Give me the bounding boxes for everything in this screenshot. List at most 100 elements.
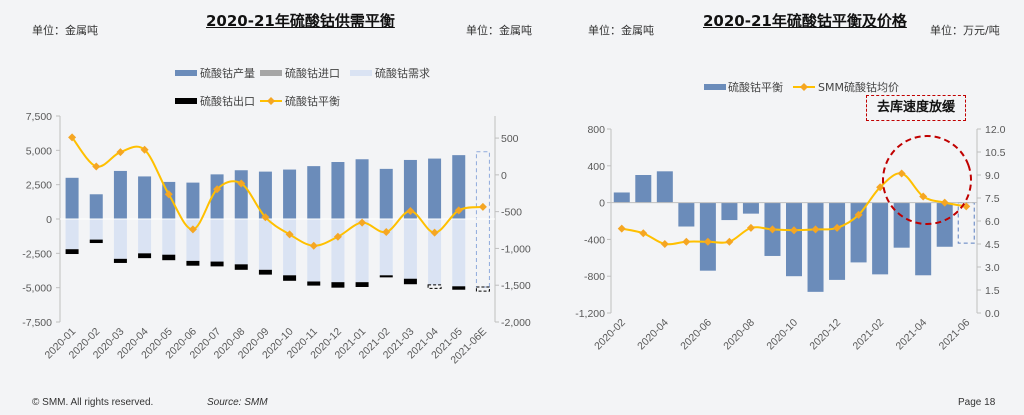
price-marker: [746, 223, 755, 232]
right-x-tick-label: 2020-06: [678, 317, 714, 353]
production-bar: [452, 155, 466, 219]
demand-bar: [89, 219, 103, 240]
left-y2-tick-label: -2,000: [501, 317, 531, 329]
left-unit-label: 单位：金属吨: [32, 24, 98, 37]
production-bar: [89, 194, 103, 219]
left-y2-tick-label: 0: [501, 170, 507, 182]
right-x-tick-label: 2020-08: [721, 317, 757, 353]
right-y-tick-label: -1,200: [575, 308, 605, 320]
export-bar: [427, 284, 442, 289]
export-bar: [210, 261, 224, 267]
price-marker: [660, 240, 669, 248]
right-y2-tick-label: 7.5: [985, 193, 1000, 205]
production-bar: [186, 182, 200, 219]
balance-line: [71, 136, 484, 247]
legend-marker: [800, 83, 808, 91]
export-bar: [89, 239, 103, 244]
export-bar: [331, 282, 345, 288]
production-bar: [355, 159, 369, 219]
page-number: Page 18: [958, 397, 996, 408]
legend-label: SMM硫酸钴均价: [818, 80, 899, 94]
balance-marker: [454, 206, 463, 215]
demand-bar: [452, 219, 466, 287]
balance-marker: [358, 218, 367, 227]
left-right-unit-label: 单位：金属吨: [466, 24, 532, 37]
right-y-tick-label: 800: [587, 124, 605, 136]
balance-bar: [635, 175, 652, 203]
price-marker: [854, 210, 863, 219]
balance-marker: [309, 241, 318, 250]
left-y2-tick-label: 500: [501, 133, 519, 145]
price-marker: [639, 229, 648, 238]
balance-marker: [406, 206, 415, 215]
export-bar: [65, 249, 79, 255]
left-y-tick-label: -2,500: [22, 248, 52, 260]
demand-bar: [258, 219, 272, 270]
right-y2-tick-label: 4.5: [985, 239, 1000, 251]
balance-bar: [829, 202, 846, 280]
balance-bar: [699, 202, 716, 271]
price-marker: [876, 183, 885, 192]
export-bar: [186, 260, 200, 266]
export-bar: [452, 286, 466, 290]
right-y2-tick-label: 0.0: [985, 308, 1000, 320]
price-marker: [833, 223, 842, 232]
right-x-tick-label: 2021-06: [937, 317, 973, 353]
right-x-tick-label: 2021-02: [850, 317, 886, 353]
export-bar: [355, 282, 369, 287]
balance-marker: [140, 145, 149, 154]
demand-bar: [331, 219, 345, 283]
balance-bar: [872, 202, 889, 275]
demand-bar: [138, 219, 152, 254]
balance-bar: [613, 192, 630, 203]
legend-label: 硫酸钴产量: [200, 66, 255, 80]
export-bar: [307, 281, 321, 286]
demand-bar: [307, 219, 321, 282]
right-y2-tick-label: 6.0: [985, 216, 1000, 228]
production-bar: [138, 176, 152, 219]
right-x-tick-label: 2020-12: [807, 317, 843, 353]
demand-bar: [162, 219, 176, 255]
legend-label: 硫酸钴需求: [375, 66, 430, 80]
left-y-tick-label: -5,000: [22, 283, 52, 295]
demand-bar: [234, 219, 248, 265]
production-bar: [403, 159, 417, 219]
production-bar: [162, 181, 176, 219]
right-y-tick-label: -400: [584, 234, 605, 246]
legend-label: 硫酸钴平衡: [285, 94, 340, 108]
left-chart-title: 2020-21年硫酸钴供需平衡: [206, 12, 395, 30]
legend-label: 硫酸钴平衡: [728, 80, 783, 94]
export-bar: [258, 269, 272, 275]
source-note: Source: SMM: [207, 397, 268, 408]
copyright: © SMM. All rights reserved.: [32, 397, 154, 408]
balance-bar: [721, 202, 738, 221]
price-marker: [790, 226, 798, 235]
callout-box: 去库速度放缓: [866, 95, 966, 121]
price-marker: [919, 192, 928, 201]
right-y-tick-label: 0: [599, 198, 605, 210]
price-marker: [617, 224, 626, 233]
left-y2-tick-label: -1,500: [501, 280, 531, 292]
production-bar: [234, 170, 248, 219]
left-y2-tick-label: -1,000: [501, 243, 531, 255]
balance-bar: [742, 202, 759, 214]
price-marker: [725, 237, 734, 246]
right-x-tick-label: 2020-02: [592, 317, 628, 353]
legend-swatch: [704, 84, 726, 90]
legend-swatch: [350, 70, 372, 76]
demand-bar: [475, 218, 490, 288]
legend-swatch: [175, 98, 197, 104]
balance-marker: [430, 228, 439, 237]
production-bar: [65, 177, 79, 219]
demand-bar: [403, 219, 417, 279]
demand-bar: [113, 219, 127, 259]
price-marker: [682, 237, 691, 246]
price-marker: [811, 225, 820, 234]
demand-bar: [355, 219, 369, 283]
left-y-tick-label: 7,500: [26, 111, 52, 123]
left-y-tick-label: 2,500: [26, 180, 52, 192]
export-bar: [234, 264, 248, 270]
production-bar: [307, 166, 321, 219]
right-chart-title: 2020-21年硫酸钴平衡及价格: [703, 12, 907, 30]
